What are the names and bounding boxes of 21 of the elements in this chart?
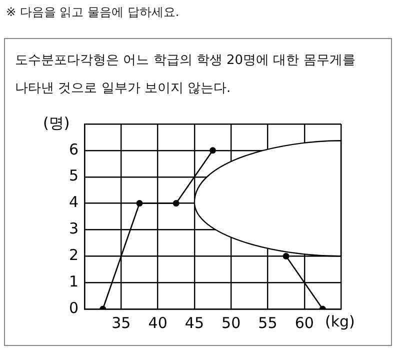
x-tick-label: 40 <box>148 314 168 332</box>
point <box>210 147 216 154</box>
text: ※ 다음을 읽고 물음에 답하세요. <box>6 4 180 21</box>
point <box>172 200 180 207</box>
y-tick-label: 2 <box>68 246 79 264</box>
x-tick-label: 50 <box>222 314 241 332</box>
x-tick-label: 60 <box>294 314 314 332</box>
y-tick-label: 5 <box>68 166 79 185</box>
y-tick-label: 4 <box>68 193 79 212</box>
x-tick-label: 45 <box>184 314 204 332</box>
x-tick-label: 35 <box>112 314 131 332</box>
y-tick-label: 3 <box>68 220 79 238</box>
x-axis-title: (kg) <box>325 312 355 330</box>
chart-title: 도수분포다각형은 어느 학급의 학생 20명에 대한 몸무게를 나타낸 것으로 일부가 보이지 않는다. <box>15 52 356 98</box>
y-tick-label: 0 <box>68 298 79 317</box>
point <box>136 200 143 207</box>
y-tick-label: 6 <box>68 140 79 158</box>
y-tick-label: 1 <box>68 272 79 290</box>
y-axis-title: (명) <box>43 114 70 132</box>
point <box>282 252 290 260</box>
x-tick-label: 55 <box>258 314 278 332</box>
